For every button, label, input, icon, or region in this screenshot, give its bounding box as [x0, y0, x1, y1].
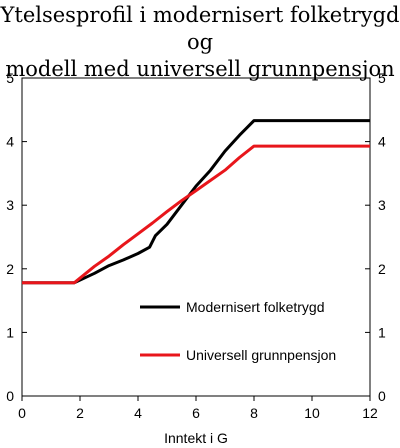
x-tick-label: 6	[192, 405, 200, 421]
series-layer	[22, 119, 370, 285]
y-tick-label-right: 1	[378, 324, 386, 340]
legend-label-modernisert: Modernisert folketrygd	[186, 299, 325, 315]
y-tick-label-right: 0	[378, 388, 386, 404]
y-tick-label-right: 5	[378, 70, 386, 86]
x-axis-label: Inntekt i G	[164, 430, 228, 446]
legend-label-universell: Universell grunnpensjon	[186, 347, 336, 363]
x-tick-label: 2	[76, 405, 84, 421]
chart-title-line-1: Ytelsesprofil i modernisert folketrygd o…	[0, 3, 400, 54]
y-tick-label-left: 0	[6, 388, 14, 404]
ticks-layer: 0 01 12 23 34 45 50 2 4 6 8 10 12	[6, 70, 386, 421]
y-tick-label-left: 4	[6, 134, 14, 150]
y-tick-label-right: 3	[378, 197, 386, 213]
chart-title-line-2: modell med universell grunnpensjon	[5, 57, 395, 81]
y-tick-label-right: 2	[378, 261, 386, 277]
y-tick-label-left: 3	[6, 197, 14, 213]
x-tick-label: 12	[362, 405, 378, 421]
y-tick-label-left: 5	[6, 70, 14, 86]
series-line-2	[22, 144, 370, 285]
y-tick-label-left: 2	[6, 261, 14, 277]
x-tick-label: 0	[18, 405, 26, 421]
x-tick-label: 4	[134, 405, 142, 421]
legend: Modernisert folketrygd Universell grunnp…	[140, 299, 336, 363]
x-tick-label: 10	[304, 405, 320, 421]
y-tick-label-right: 4	[378, 134, 386, 150]
series-line-1	[22, 119, 370, 285]
x-tick-label: 8	[250, 405, 258, 421]
chart-title: Ytelsesprofil i modernisert folketrygd o…	[0, 2, 400, 83]
y-tick-label-left: 1	[6, 324, 14, 340]
